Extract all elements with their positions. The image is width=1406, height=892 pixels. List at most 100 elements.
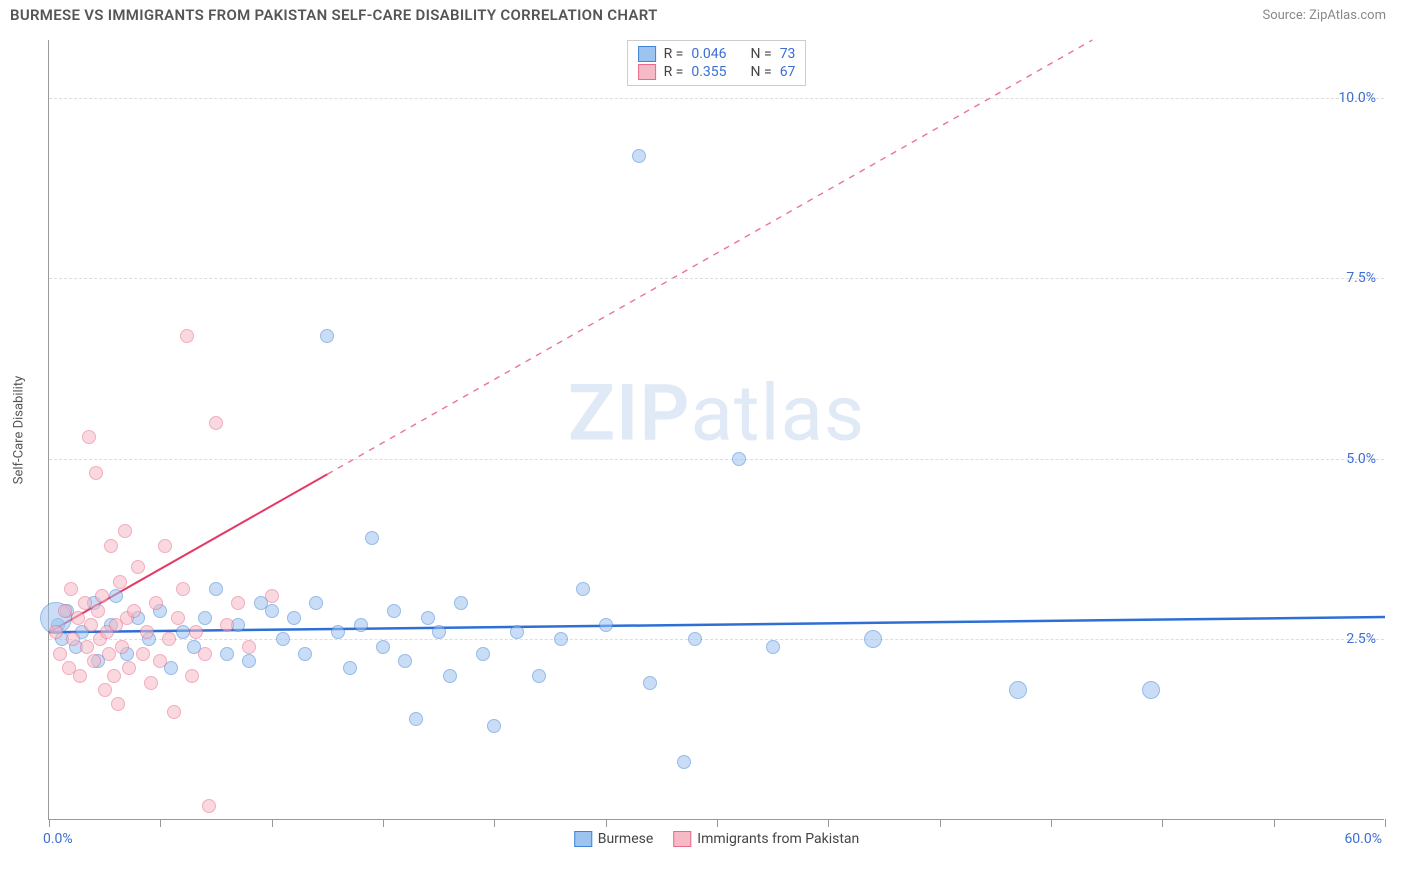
x-tick <box>1385 819 1386 827</box>
x-tick <box>1162 819 1163 827</box>
scatter-point <box>354 618 368 632</box>
scatter-point <box>298 647 312 661</box>
x-tick <box>940 819 941 827</box>
r-value: 0.355 <box>691 64 726 80</box>
legend-correlation-row: R =0.046N =73 <box>638 45 796 63</box>
scatter-point <box>287 611 301 625</box>
legend-swatch <box>638 64 656 80</box>
gridline <box>49 278 1384 279</box>
scatter-point <box>176 625 190 639</box>
scatter-point <box>265 589 279 603</box>
scatter-point <box>198 647 212 661</box>
scatter-point <box>113 575 127 589</box>
scatter-point <box>1009 681 1027 699</box>
scatter-point <box>102 647 116 661</box>
scatter-point <box>220 618 234 632</box>
scatter-point <box>111 697 125 711</box>
scatter-point <box>49 625 63 639</box>
scatter-point <box>84 618 98 632</box>
x-tick <box>828 819 829 827</box>
scatter-point <box>149 596 163 610</box>
r-label: R = <box>664 64 684 80</box>
header: BURMESE VS IMMIGRANTS FROM PAKISTAN SELF… <box>0 0 1406 28</box>
scatter-point <box>476 647 490 661</box>
scatter-point <box>153 654 167 668</box>
scatter-point <box>202 799 216 813</box>
chart-container: Self-Care Disability ZIPatlas R =0.046N … <box>0 28 1406 848</box>
scatter-point <box>158 539 172 553</box>
gridline <box>49 98 1384 99</box>
y-tick-label: 5.0% <box>1346 451 1376 467</box>
scatter-point <box>242 654 256 668</box>
y-axis-title: Self-Care Disability <box>12 375 27 483</box>
scatter-point <box>107 669 121 683</box>
scatter-point <box>198 611 212 625</box>
scatter-point <box>220 647 234 661</box>
scatter-point <box>91 604 105 618</box>
x-tick <box>1274 819 1275 827</box>
scatter-point <box>122 661 136 675</box>
n-value: 73 <box>780 46 796 62</box>
scatter-point <box>209 416 223 430</box>
scatter-point <box>53 647 67 661</box>
n-value: 67 <box>780 64 796 80</box>
gridline <box>49 459 1384 460</box>
scatter-point <box>162 632 176 646</box>
scatter-point <box>532 669 546 683</box>
scatter-point <box>432 625 446 639</box>
scatter-point <box>864 630 882 648</box>
scatter-point <box>66 632 80 646</box>
scatter-point <box>1142 681 1160 699</box>
r-value: 0.046 <box>691 46 726 62</box>
x-tick <box>272 819 273 827</box>
legend-correlation-row: R = 0.355 N = 67 <box>638 63 796 81</box>
y-tick-label: 7.5% <box>1346 270 1376 286</box>
scatter-point <box>189 625 203 639</box>
scatter-point <box>109 589 123 603</box>
scatter-point <box>443 669 457 683</box>
y-tick-label: 2.5% <box>1346 631 1376 647</box>
scatter-point <box>331 625 345 639</box>
x-tick <box>383 819 384 827</box>
scatter-point <box>73 669 87 683</box>
scatter-point <box>487 719 501 733</box>
scatter-point <box>365 531 379 545</box>
scatter-point <box>82 430 96 444</box>
scatter-point <box>387 604 401 618</box>
scatter-point <box>104 539 118 553</box>
r-label: R = <box>664 46 684 62</box>
legend-swatch <box>673 831 691 847</box>
scatter-point <box>78 596 92 610</box>
x-tick <box>1051 819 1052 827</box>
plot-area: Self-Care Disability ZIPatlas R =0.046N … <box>48 40 1384 820</box>
x-tick <box>606 819 607 827</box>
scatter-point <box>131 560 145 574</box>
scatter-point <box>115 640 129 654</box>
scatter-point <box>320 329 334 343</box>
scatter-point <box>554 632 568 646</box>
scatter-point <box>180 329 194 343</box>
scatter-point <box>242 640 256 654</box>
scatter-point <box>276 632 290 646</box>
scatter-point <box>80 640 94 654</box>
y-tick-label: 10.0% <box>1338 90 1376 106</box>
scatter-point <box>71 611 85 625</box>
scatter-point <box>171 611 185 625</box>
x-tick <box>494 819 495 827</box>
n-label: N = <box>751 64 772 80</box>
legend-series-label: Immigrants from Pakistan <box>697 831 859 847</box>
legend-series-item: Immigrants from Pakistan <box>673 831 859 847</box>
legend-series-label: Burmese <box>598 831 654 847</box>
legend-swatch <box>574 831 592 847</box>
x-tick <box>160 819 161 827</box>
scatter-point <box>95 589 109 603</box>
scatter-point <box>643 676 657 690</box>
scatter-point <box>209 582 223 596</box>
legend-swatch <box>638 46 656 62</box>
scatter-point <box>454 596 468 610</box>
scatter-point <box>732 452 746 466</box>
x-min-label: 0.0% <box>43 831 73 847</box>
scatter-point <box>176 582 190 596</box>
legend-series-item: Burmese <box>574 831 654 847</box>
scatter-point <box>677 755 691 769</box>
